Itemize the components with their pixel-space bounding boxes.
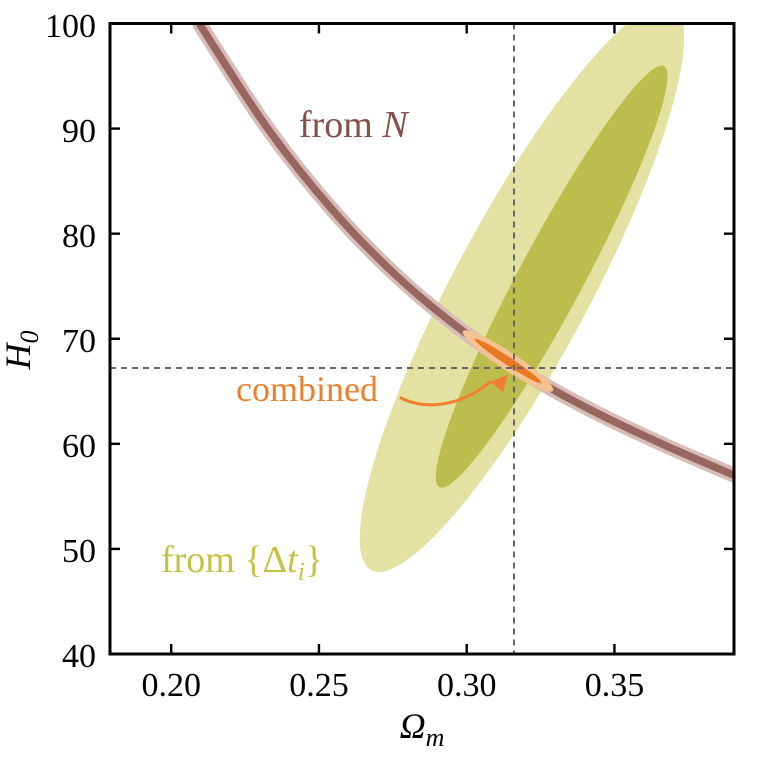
svg-text:90: 90 [62, 113, 96, 150]
svg-text:combined: combined [236, 369, 378, 409]
svg-text:40: 40 [62, 638, 96, 675]
svg-text:0.20: 0.20 [141, 667, 201, 704]
svg-text:0.30: 0.30 [437, 667, 497, 704]
svg-text:70: 70 [62, 323, 96, 360]
svg-text:80: 80 [62, 218, 96, 255]
svg-text:0.35: 0.35 [585, 667, 645, 704]
svg-text:0.25: 0.25 [289, 667, 349, 704]
svg-text:from N: from N [299, 104, 410, 146]
svg-text:Ωm: Ωm [400, 706, 445, 752]
svg-text:from {Δti}: from {Δti} [161, 539, 323, 586]
svg-text:100: 100 [45, 8, 96, 45]
svg-text:50: 50 [62, 533, 96, 570]
svg-text:H0: H0 [0, 331, 44, 371]
svg-text:60: 60 [62, 428, 96, 465]
